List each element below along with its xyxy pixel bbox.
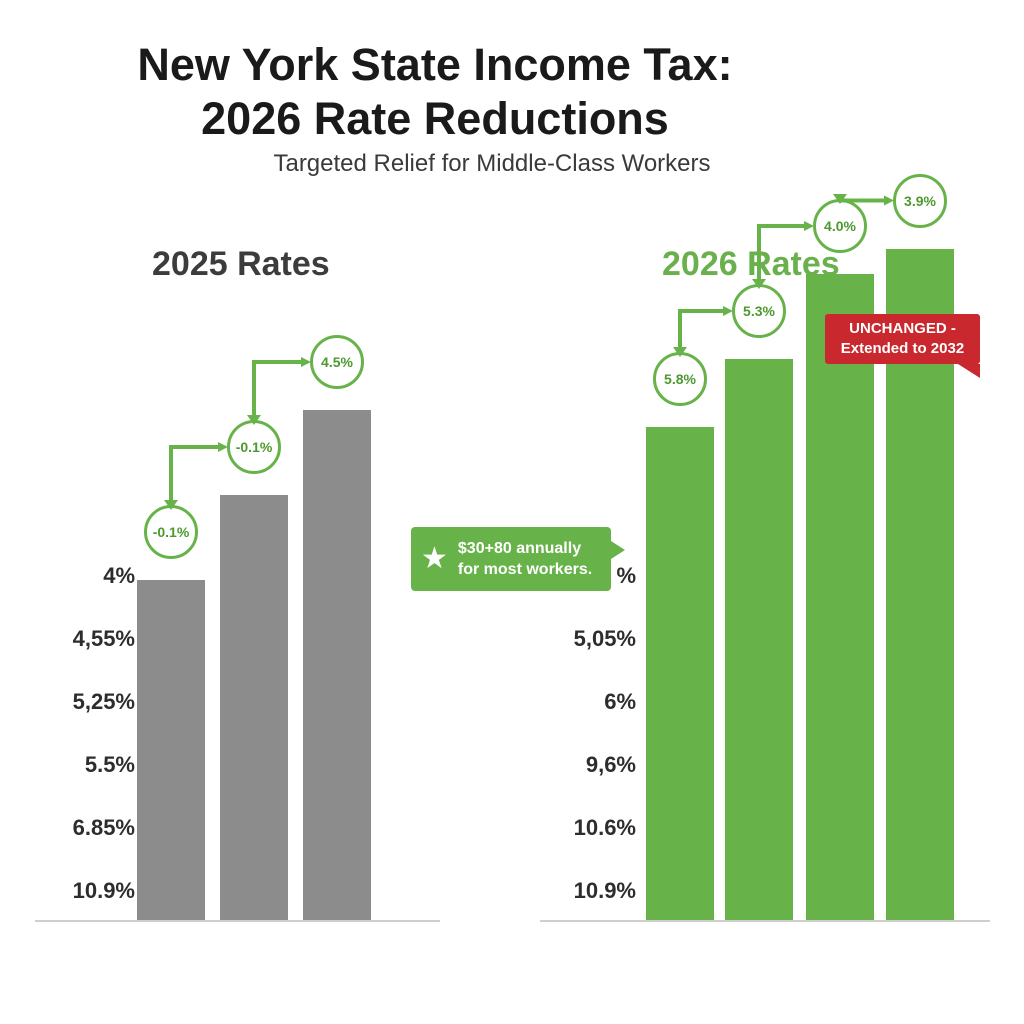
savings-line-1: $30+80 annually [457, 540, 582, 557]
step-arrow [838, 195, 894, 206]
title-line-2: 2026 Rate Reductions [201, 93, 669, 144]
arrow-tail-icon [752, 279, 766, 289]
rate-change-label: -0.1% [144, 505, 198, 559]
unchanged-callout: UNCHANGED - Extended to 2032 [825, 314, 980, 378]
y-tick-label: 5,05% [573, 626, 636, 651]
y-tick-label: 9,6% [585, 752, 636, 777]
savings-callout: ★ $30+80 annually for most workers. [411, 527, 625, 591]
y-tick-label: % [616, 563, 636, 588]
arrow-tail-icon [673, 347, 687, 357]
y-tick-label: 5.5% [84, 752, 135, 777]
unchanged-line-1: UNCHANGED - [849, 320, 956, 337]
step-arrow [757, 221, 814, 281]
bar-2026-3 [806, 274, 874, 920]
baseline [35, 920, 440, 922]
title-line-1: New York State Income Tax: [137, 39, 733, 90]
arrow-tail-icon [833, 194, 847, 204]
rate-change-label: 4.0% [813, 199, 867, 253]
chart-subtitle: Targeted Relief for Middle-Class Workers [273, 150, 711, 177]
bar-2026-2 [725, 359, 793, 920]
spacer-path [282, 362, 305, 396]
bar-2026-1 [646, 427, 714, 920]
baseline [540, 920, 990, 922]
arrow-tail-icon [247, 415, 261, 425]
arrow-tail-icon [164, 500, 178, 510]
step-arrow [678, 306, 733, 349]
rate-change-label: -0.1% [227, 420, 281, 474]
y-tick-label: 6% [604, 689, 636, 714]
rate-change-label: 4.5% [310, 335, 364, 389]
y-tick-label: 4% [103, 563, 135, 588]
y-tick-label: 4,55% [72, 626, 135, 651]
chart-title: New York State Income Tax: 2026 Rate Red… [0, 38, 870, 146]
y-tick-label: 10.9% [573, 878, 636, 903]
star-icon: ★ [421, 542, 448, 575]
bar-2025-1 [137, 580, 205, 920]
unchanged-line-2: Extended to 2032 [840, 340, 965, 357]
left-panel-title: 2025 Rates [152, 245, 330, 283]
y-tick-label: 5,25% [72, 689, 135, 714]
savings-line-2: for most workers. [457, 561, 593, 578]
step-arrow [169, 442, 228, 502]
y-tick-label: 10.6% [573, 815, 636, 840]
bar-2025-3 [303, 410, 371, 920]
step-arrow [252, 357, 311, 417]
rate-change-label: 3.9% [893, 173, 947, 228]
spacer-path [865, 201, 888, 235]
bar-2025-2 [220, 495, 288, 920]
y-tick-label: 10.9% [72, 878, 135, 903]
rate-change-label: 5.3% [732, 284, 786, 338]
y-tick-label: 6.85% [72, 815, 135, 840]
